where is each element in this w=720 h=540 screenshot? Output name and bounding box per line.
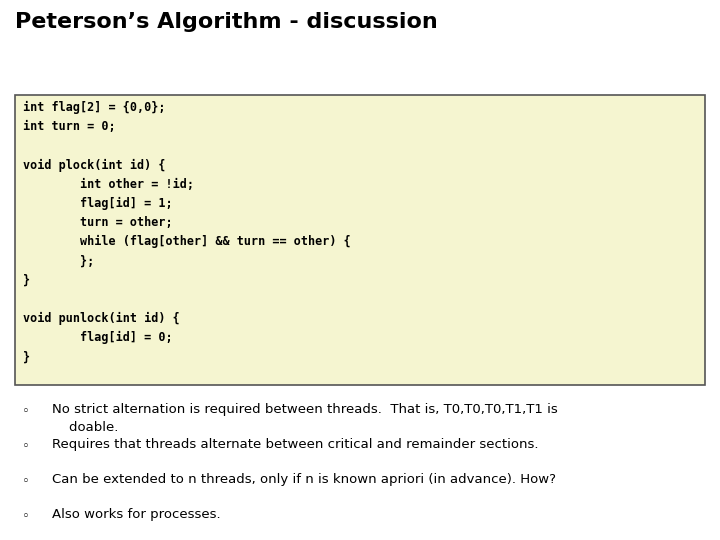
Text: flag[id] = 0;: flag[id] = 0; bbox=[23, 331, 173, 344]
Bar bbox=[15, 95, 705, 385]
Text: ◦: ◦ bbox=[22, 510, 30, 523]
Text: No strict alternation is required between threads.  That is, T0,T0,T0,T1,T1 is
 : No strict alternation is required betwee… bbox=[52, 403, 558, 434]
Text: void plock(int id) {: void plock(int id) { bbox=[23, 159, 166, 172]
Text: }: } bbox=[23, 274, 30, 287]
Text: while (flag[other] && turn == other) {: while (flag[other] && turn == other) { bbox=[23, 235, 351, 248]
Text: ◦: ◦ bbox=[22, 440, 30, 453]
Text: int turn = 0;: int turn = 0; bbox=[23, 120, 116, 133]
Text: flag[id] = 1;: flag[id] = 1; bbox=[23, 197, 173, 210]
Text: int other = !id;: int other = !id; bbox=[23, 178, 194, 191]
Text: int flag[2] = {0,0};: int flag[2] = {0,0}; bbox=[23, 101, 166, 114]
Text: Also works for processes.: Also works for processes. bbox=[52, 508, 220, 521]
Text: };: }; bbox=[23, 254, 94, 267]
Text: Requires that threads alternate between critical and remainder sections.: Requires that threads alternate between … bbox=[52, 438, 539, 451]
Text: Peterson’s Algorithm - discussion: Peterson’s Algorithm - discussion bbox=[15, 12, 438, 32]
Text: ◦: ◦ bbox=[22, 475, 30, 488]
Text: Can be extended to n threads, only if n is known apriori (in advance). How?: Can be extended to n threads, only if n … bbox=[52, 473, 556, 486]
Text: void punlock(int id) {: void punlock(int id) { bbox=[23, 312, 180, 325]
Text: ◦: ◦ bbox=[22, 405, 30, 418]
Text: }: } bbox=[23, 350, 30, 363]
Text: turn = other;: turn = other; bbox=[23, 216, 173, 229]
